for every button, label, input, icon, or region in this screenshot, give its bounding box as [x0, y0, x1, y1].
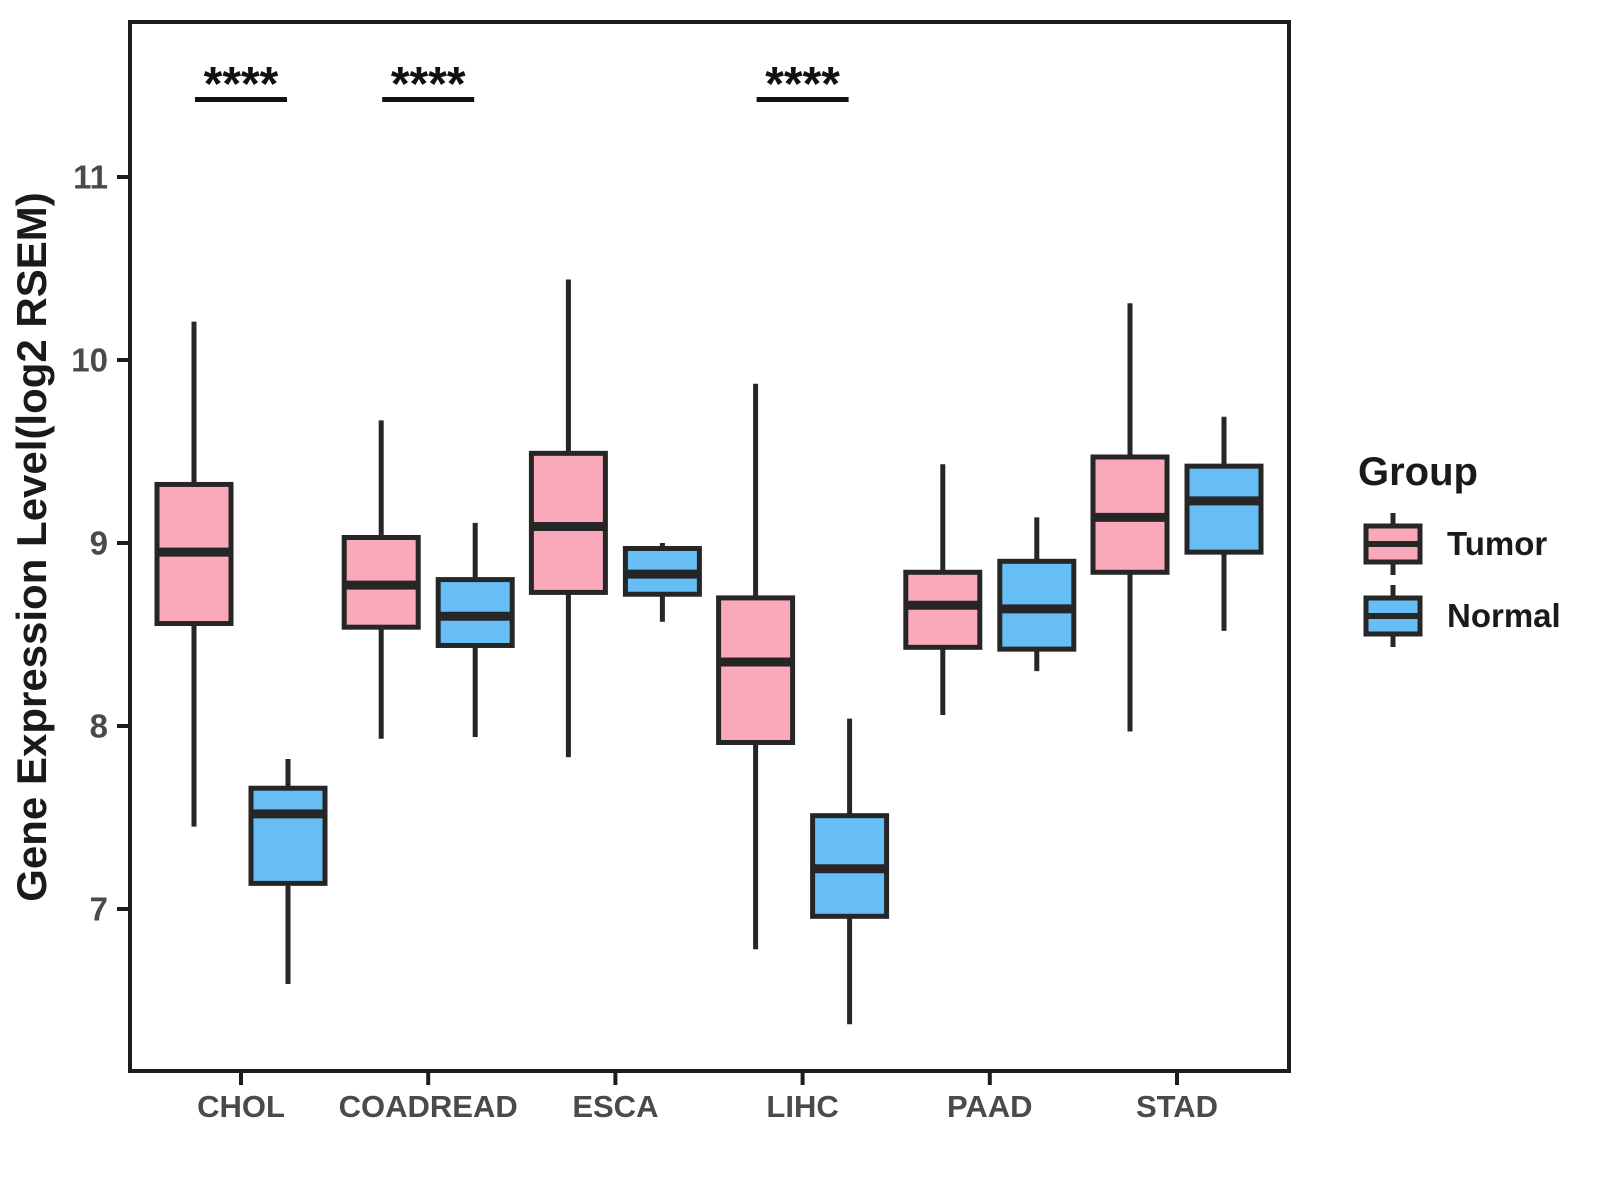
iqr-box [1184, 463, 1264, 555]
x-tick-label-LIHC: LIHC [766, 1089, 838, 1124]
y-tick-label: 9 [90, 525, 108, 562]
y-tick-label: 7 [90, 891, 108, 928]
box-PAAD-Normal [997, 517, 1077, 672]
box-COADREAD-Tumor [341, 420, 421, 739]
significance-stars-CHOL: **** [204, 58, 279, 111]
box-ESCA-Tumor [528, 279, 608, 758]
panel-border [128, 20, 1291, 1073]
x-tick-label-PAAD: PAAD [947, 1089, 1033, 1124]
box-CHOL-Tumor [154, 321, 234, 827]
x-tick-label-COADREAD: COADREAD [339, 1089, 518, 1124]
box-COADREAD-Normal [435, 522, 515, 737]
iqr-box [716, 595, 796, 745]
y-tick-label: 8 [90, 708, 108, 745]
legend-label-normal: Normal [1447, 597, 1561, 634]
box-STAD-Normal [1184, 416, 1264, 631]
box-ESCA-Normal [622, 543, 702, 622]
box-LIHC-Normal [810, 718, 890, 1025]
significance-stars-LIHC: **** [765, 58, 840, 111]
x-tick-label-ESCA: ESCA [572, 1089, 658, 1124]
x-tick-label-STAD: STAD [1136, 1089, 1218, 1124]
box-LIHC-Tumor [716, 383, 796, 950]
x-tick-label-CHOL: CHOL [197, 1089, 285, 1124]
box-STAD-Tumor [1090, 303, 1170, 732]
y-tick-label: 10 [71, 342, 108, 379]
box-PAAD-Tumor [903, 464, 983, 716]
y-axis-title: Gene Expression Level(log2 RSEM) [8, 192, 55, 902]
significance-underline-COADREAD [382, 97, 475, 102]
iqr-box [903, 569, 983, 650]
legend-label-tumor: Tumor [1447, 525, 1547, 562]
significance-underline-CHOL [195, 97, 287, 102]
significance-underline-LIHC [756, 97, 849, 102]
legend-key-normal: Normal [1363, 585, 1561, 647]
box-CHOL-Normal [248, 758, 328, 985]
y-tick-label: 11 [73, 159, 108, 196]
legend-title: Group [1358, 450, 1478, 494]
legend-key-tumor: Tumor [1363, 513, 1547, 575]
significance-stars-COADREAD: **** [391, 58, 466, 111]
iqr-box [248, 785, 328, 886]
